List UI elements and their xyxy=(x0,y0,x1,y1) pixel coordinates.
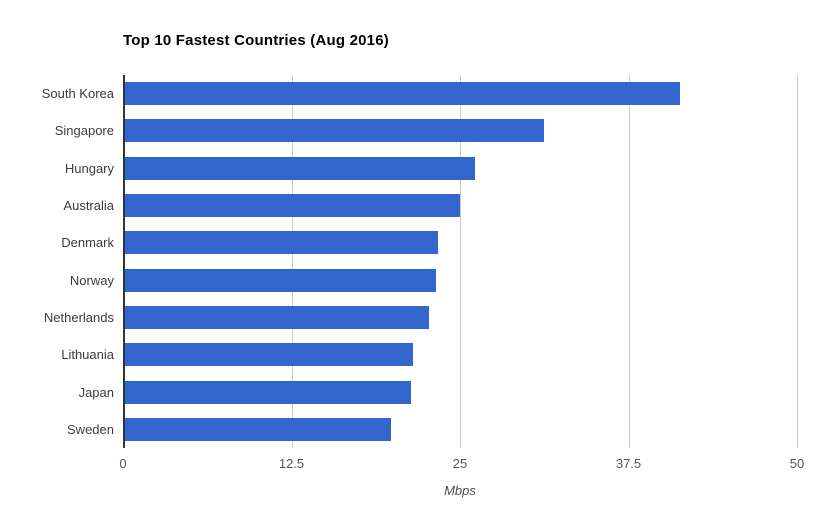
chart-title: Top 10 Fastest Countries (Aug 2016) xyxy=(123,32,389,49)
bar-lithuania[interactable] xyxy=(125,343,413,367)
plot-area xyxy=(123,75,798,448)
x-tick-label: 25 xyxy=(452,456,468,471)
bar-norway[interactable] xyxy=(125,268,436,292)
bar-australia[interactable] xyxy=(125,194,460,218)
bar-denmark[interactable] xyxy=(125,231,439,255)
category-label-norway: Norway xyxy=(69,272,114,288)
category-label-singapore: Singapore xyxy=(54,123,114,139)
zero-baseline xyxy=(123,75,125,448)
x-axis-tick-labels: 0 12.5 25 37.5 50 xyxy=(0,456,833,474)
x-tick-label: 0 xyxy=(119,456,127,471)
gridline xyxy=(460,75,461,448)
category-label-denmark: Denmark xyxy=(61,235,114,251)
bar-sweden[interactable] xyxy=(125,417,392,441)
category-label-hungary: Hungary xyxy=(64,160,114,176)
category-label-japan: Japan xyxy=(78,384,114,400)
category-label-sweden: Sweden xyxy=(67,421,114,437)
x-tick-label: 12.5 xyxy=(278,456,305,471)
x-tick-label: 50 xyxy=(789,456,805,471)
y-axis-category-labels: South Korea Singapore Hungary Australia Denm… xyxy=(0,75,114,448)
x-axis-title: Mbps xyxy=(444,483,476,498)
category-label-netherlands: Netherlands xyxy=(43,309,114,325)
x-tick-label: 37.5 xyxy=(615,456,642,471)
bar-south-korea[interactable] xyxy=(125,82,680,106)
category-label-lithuania: Lithuania xyxy=(61,347,114,363)
gridline xyxy=(628,75,630,448)
bar-netherlands[interactable] xyxy=(125,305,429,329)
category-label-australia: Australia xyxy=(63,198,114,214)
bar-japan[interactable] xyxy=(125,380,412,404)
category-label-south-korea: South Korea xyxy=(41,86,114,102)
bar-hungary[interactable] xyxy=(125,156,475,180)
gridline xyxy=(797,75,798,448)
bar-singapore[interactable] xyxy=(125,119,544,143)
gridline xyxy=(291,75,293,448)
